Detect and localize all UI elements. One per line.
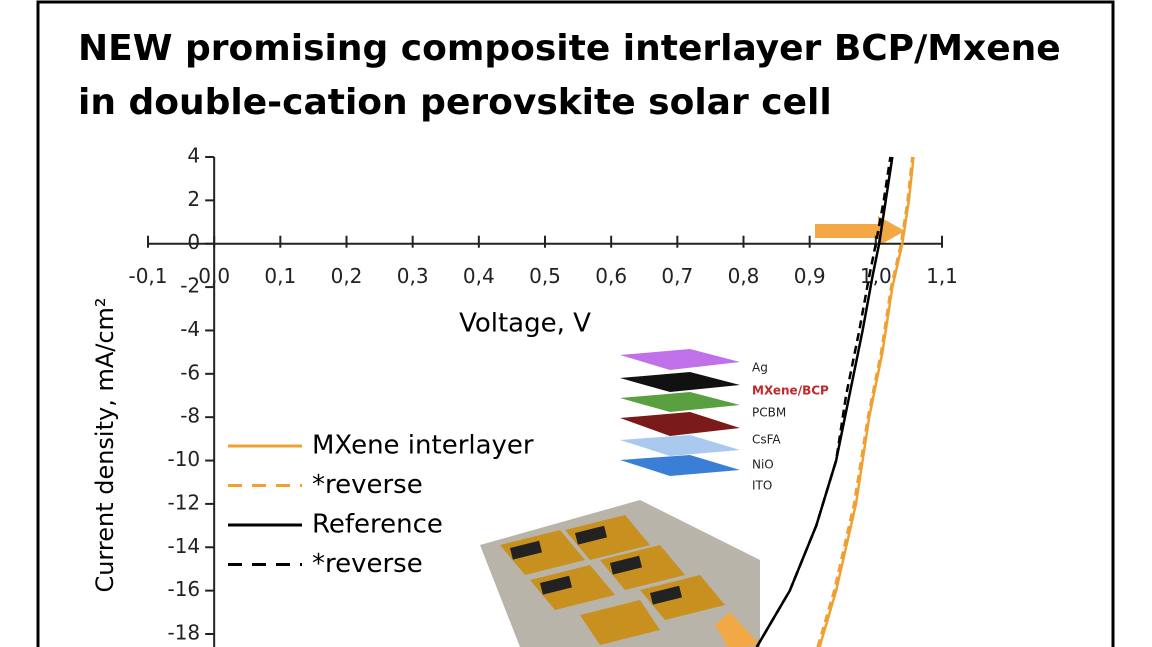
y-tick-label: 0 (187, 230, 200, 254)
x-tick-label: 0,1 (264, 264, 296, 288)
x-tick-label: 0,4 (463, 264, 495, 288)
jsc-arrow (715, 612, 760, 647)
x-tick-label: 0,5 (529, 264, 561, 288)
x-axis-label: Voltage, V (459, 309, 591, 339)
device-photo (480, 500, 760, 647)
x-tick-label: 0,0 (198, 264, 230, 288)
layer-label: MXene/BCP (752, 384, 829, 398)
x-tick-label: 0,6 (595, 264, 627, 288)
y-tick-label: -16 (167, 577, 200, 601)
y-axis-label: Current density, mA/cm² (91, 297, 119, 592)
x-tick-label: 1,1 (926, 264, 958, 288)
y-tick-label: -14 (167, 534, 200, 558)
y-tick-label: 4 (187, 144, 200, 168)
layer-label: CsFA (752, 433, 781, 447)
data-line (755, 156, 892, 647)
legend-label: *reverse (312, 470, 423, 500)
layer-label: NiO (752, 458, 774, 472)
legend-label: MXene interlayer (312, 431, 534, 461)
y-tick-label: -6 (180, 360, 200, 384)
layer-label: Ag (752, 361, 768, 375)
y-tick-label: -10 (167, 447, 200, 471)
title-line: NEW promising composite interlayer BCP/M… (78, 28, 1061, 69)
data-line (755, 156, 894, 647)
title-line: in double-cation perovskite solar cell (78, 82, 832, 123)
y-tick-label: -4 (180, 317, 200, 341)
layer-label: PCBM (752, 406, 786, 420)
y-tick-label: 2 (187, 187, 200, 211)
x-tick-label: -0,1 (128, 264, 167, 288)
x-tick-label: 0,9 (794, 264, 826, 288)
y-tick-label: -8 (180, 404, 200, 428)
x-tick-label: 0,3 (397, 264, 429, 288)
y-tick-label: -18 (167, 620, 200, 644)
x-tick-label: 0,8 (728, 264, 760, 288)
x-tick-label: 1,0 (860, 264, 892, 288)
layer-stack (620, 349, 740, 476)
legend-label: *reverse (312, 549, 423, 579)
layer-label: ITO (752, 479, 772, 493)
data-line (816, 156, 914, 647)
data-line (818, 156, 915, 647)
x-tick-label: 0,2 (331, 264, 363, 288)
x-tick-label: 0,7 (661, 264, 693, 288)
y-tick-label: -2 (180, 274, 200, 298)
legend-label: Reference (312, 510, 443, 540)
y-tick-label: -12 (167, 490, 200, 514)
